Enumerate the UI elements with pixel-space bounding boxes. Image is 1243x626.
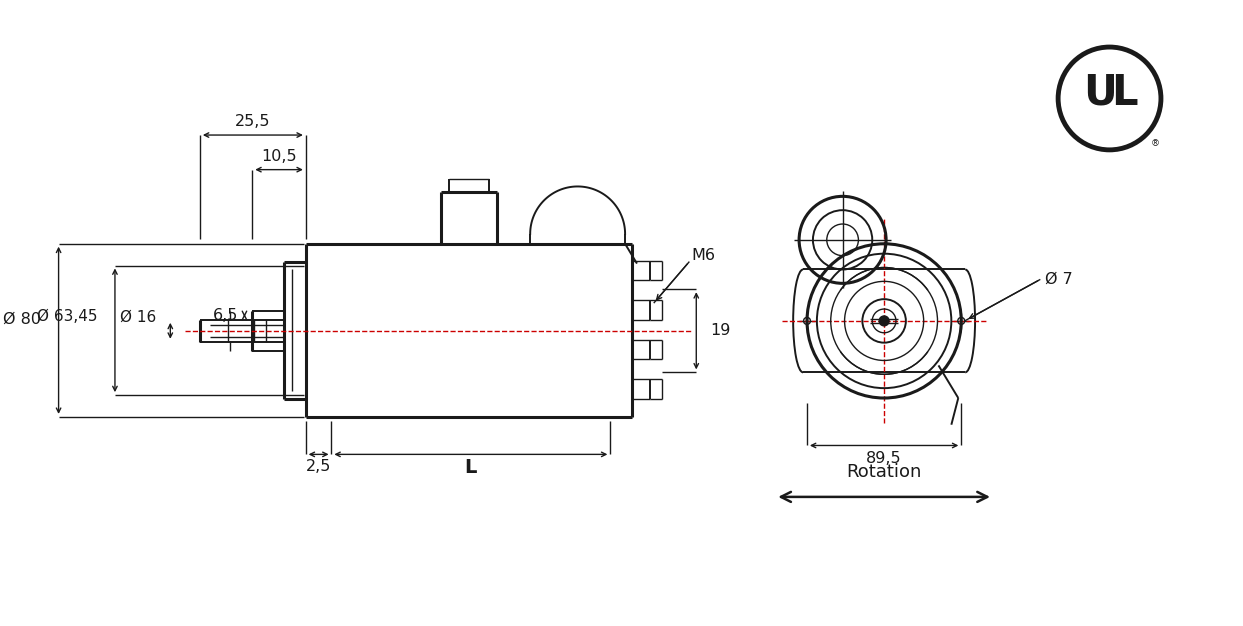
- Text: U: U: [1083, 71, 1116, 113]
- Text: Ø 80: Ø 80: [2, 311, 41, 326]
- Text: 19: 19: [710, 323, 731, 338]
- Text: Rotation: Rotation: [846, 463, 922, 481]
- Text: 89,5: 89,5: [866, 451, 902, 466]
- Text: 6,5: 6,5: [213, 309, 239, 324]
- Text: 10,5: 10,5: [261, 149, 297, 164]
- Text: M6: M6: [691, 248, 715, 263]
- Text: Ø 7: Ø 7: [1045, 272, 1073, 287]
- Text: L: L: [465, 458, 477, 477]
- Circle shape: [879, 316, 889, 326]
- Text: Ø 63,45: Ø 63,45: [36, 309, 97, 324]
- Text: L: L: [1111, 71, 1137, 113]
- Text: ®: ®: [1151, 140, 1160, 148]
- Text: 2,5: 2,5: [306, 459, 332, 474]
- Text: 25,5: 25,5: [235, 114, 270, 129]
- Text: Ø 16: Ø 16: [121, 309, 157, 324]
